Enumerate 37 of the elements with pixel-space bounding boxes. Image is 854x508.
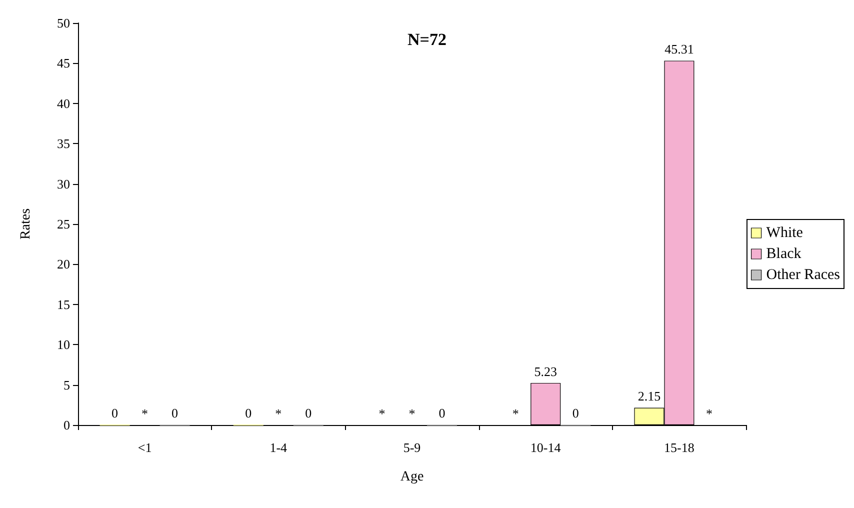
y-tick-label: 0	[64, 418, 70, 432]
legend-label: White	[766, 225, 804, 241]
y-tick-label: 45	[57, 56, 70, 71]
y-tick-label: 25	[57, 216, 70, 232]
data-label: 0	[572, 406, 579, 420]
x-axis-title: Age	[400, 470, 424, 484]
x-tick-label: 5-9	[403, 440, 421, 455]
text: *	[275, 406, 282, 421]
data-label: 0	[112, 406, 118, 420]
legend-label: Black	[766, 246, 802, 262]
y-axis-title: Rates	[18, 208, 34, 240]
y-tick-label: 20	[57, 256, 70, 272]
y-tick-label: 5	[64, 377, 70, 392]
data-label: 0	[245, 406, 252, 420]
data-label: 0	[438, 406, 446, 420]
data-label: 45.31	[664, 42, 694, 57]
data-label: 2.15	[638, 388, 661, 404]
data-label: 0	[172, 406, 178, 420]
text: *	[706, 406, 712, 421]
y-tick-label: 30	[57, 176, 70, 192]
data-label: 0	[305, 406, 312, 420]
y-tick-label: 40	[57, 96, 70, 111]
y-tick-label: 10	[57, 337, 70, 352]
y-tick-label: 50	[57, 16, 70, 30]
text: *	[142, 406, 148, 421]
x-tick-label: <1	[138, 440, 152, 455]
x-tick-label: 15-18	[664, 440, 694, 455]
text: *	[378, 406, 386, 421]
legend-label: Other Races	[766, 267, 840, 283]
x-tick-label: 10-14	[530, 440, 562, 455]
y-tick-label: 15	[57, 296, 70, 312]
text: *	[408, 406, 416, 421]
y-tick-label: 35	[57, 136, 70, 152]
text: *	[512, 406, 519, 421]
x-tick-label: 1-4	[270, 440, 288, 455]
data-label: 5.23	[534, 364, 557, 379]
chart-title: N=72	[408, 30, 446, 49]
